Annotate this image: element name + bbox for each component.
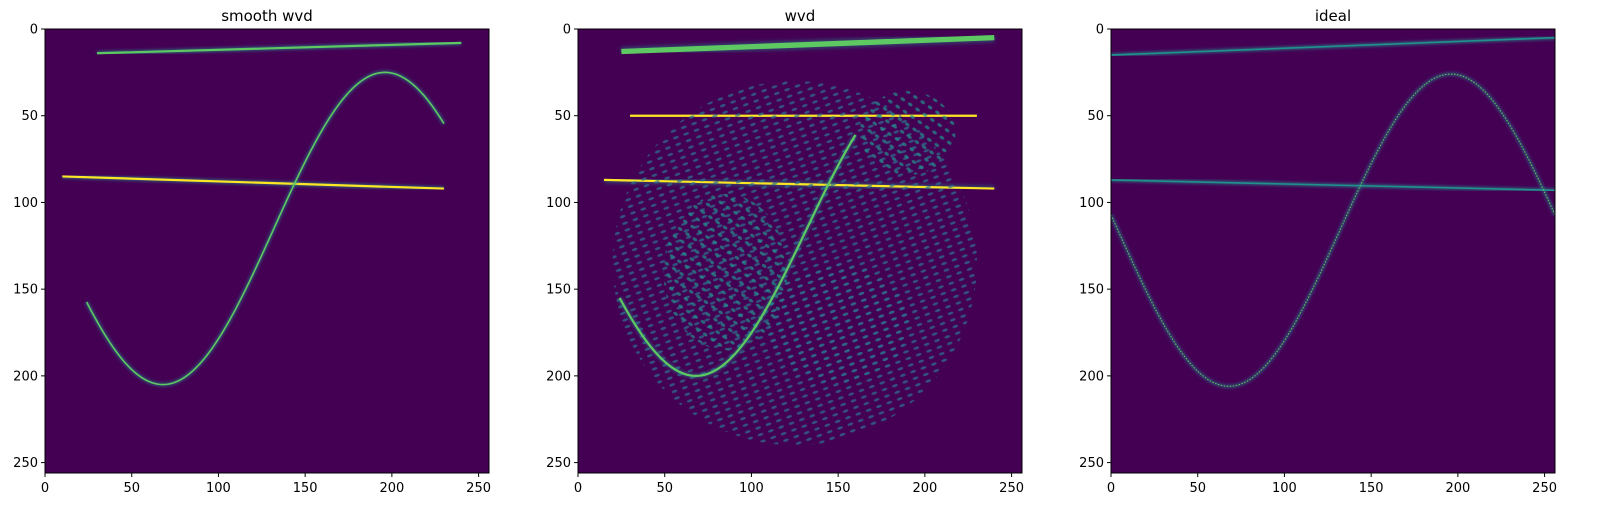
y-tick-label: 200 (1079, 369, 1104, 384)
y-axis: 0 50 100 150 200 250 (546, 23, 578, 471)
x-tick-label: 50 (123, 481, 140, 496)
y-tick-label: 0 (563, 23, 571, 38)
tone-line (1111, 179, 1555, 192)
heatmap-background (1111, 29, 1555, 473)
heatmap-marks (62, 40, 462, 387)
heatmap-background (45, 29, 489, 473)
plot-frame (577, 28, 1023, 474)
panel-wvd: wvd 0 50 100 150 200 250 0 50 100 150 200 250 (546, 7, 1024, 496)
panel-ideal: ideal 0 50 100 150 200 250 0 50 100 150 200 250 (1079, 7, 1557, 496)
x-tick-label: 250 (1532, 481, 1557, 496)
tone-line (62, 175, 444, 190)
x-tick-label: 200 (912, 481, 937, 496)
chart-title: wvd (785, 7, 816, 25)
heatmap-marks (1111, 35, 1555, 389)
x-tick-label: 250 (466, 481, 491, 496)
cross-term-ellipse (768, 263, 909, 384)
x-tick-label: 0 (574, 481, 582, 496)
sinusoid-curve (85, 71, 445, 386)
y-tick-label: 250 (1079, 456, 1104, 471)
x-tick-label: 150 (826, 481, 851, 496)
y-tick-label: 200 (13, 369, 38, 384)
x-tick-label: 200 (1445, 481, 1470, 496)
cross-term-ellipse (859, 91, 956, 176)
x-tick-label: 250 (999, 481, 1024, 496)
plot-frame (1110, 28, 1556, 474)
y-tick-label: 100 (1079, 196, 1104, 211)
y-tick-label: 100 (13, 196, 38, 211)
x-axis: 0 50 100 150 200 250 (574, 473, 1024, 496)
y-tick-label: 150 (13, 283, 38, 298)
chart-title: ideal (1315, 7, 1351, 25)
y-tick-label: 250 (546, 456, 571, 471)
y-tick-label: 0 (1096, 23, 1104, 38)
panel-smooth-wvd: smooth wvd 0 50 100 150 200 250 0 50 100 150 200 2… (13, 7, 491, 496)
x-tick-label: 150 (1359, 481, 1384, 496)
x-tick-label: 50 (1189, 481, 1206, 496)
x-tick-label: 150 (293, 481, 318, 496)
x-axis: 0 50 100 150 200 250 (41, 473, 491, 496)
y-tick-label: 50 (21, 109, 38, 124)
y-axis: 0 50 100 150 200 250 (13, 23, 45, 471)
y-tick-label: 100 (546, 196, 571, 211)
chirp-line (96, 41, 462, 55)
x-axis: 0 50 100 150 200 250 (1107, 473, 1557, 496)
y-tick-label: 150 (1079, 283, 1104, 298)
x-tick-label: 50 (656, 481, 673, 496)
chirp-line (1111, 36, 1555, 56)
y-tick-label: 0 (30, 23, 38, 38)
y-axis: 0 50 100 150 200 250 (1079, 23, 1111, 471)
y-tick-label: 150 (546, 283, 571, 298)
x-tick-label: 200 (379, 481, 404, 496)
x-tick-label: 100 (739, 481, 764, 496)
x-tick-label: 100 (1272, 481, 1297, 496)
x-tick-label: 100 (206, 481, 231, 496)
sinusoid-curve (618, 134, 857, 377)
y-tick-label: 200 (546, 369, 571, 384)
x-tick-label: 0 (41, 481, 49, 496)
y-tick-label: 50 (554, 109, 571, 124)
plot-frame (44, 28, 490, 474)
chart-title: smooth wvd (221, 7, 313, 25)
cross-term-ellipse (663, 193, 788, 350)
sinusoid-curve (1111, 73, 1555, 387)
chirp-line (621, 35, 995, 55)
y-tick-label: 250 (13, 456, 38, 471)
x-tick-label: 0 (1107, 481, 1115, 496)
y-tick-label: 50 (1087, 109, 1104, 124)
heatmap-marks (603, 33, 995, 446)
